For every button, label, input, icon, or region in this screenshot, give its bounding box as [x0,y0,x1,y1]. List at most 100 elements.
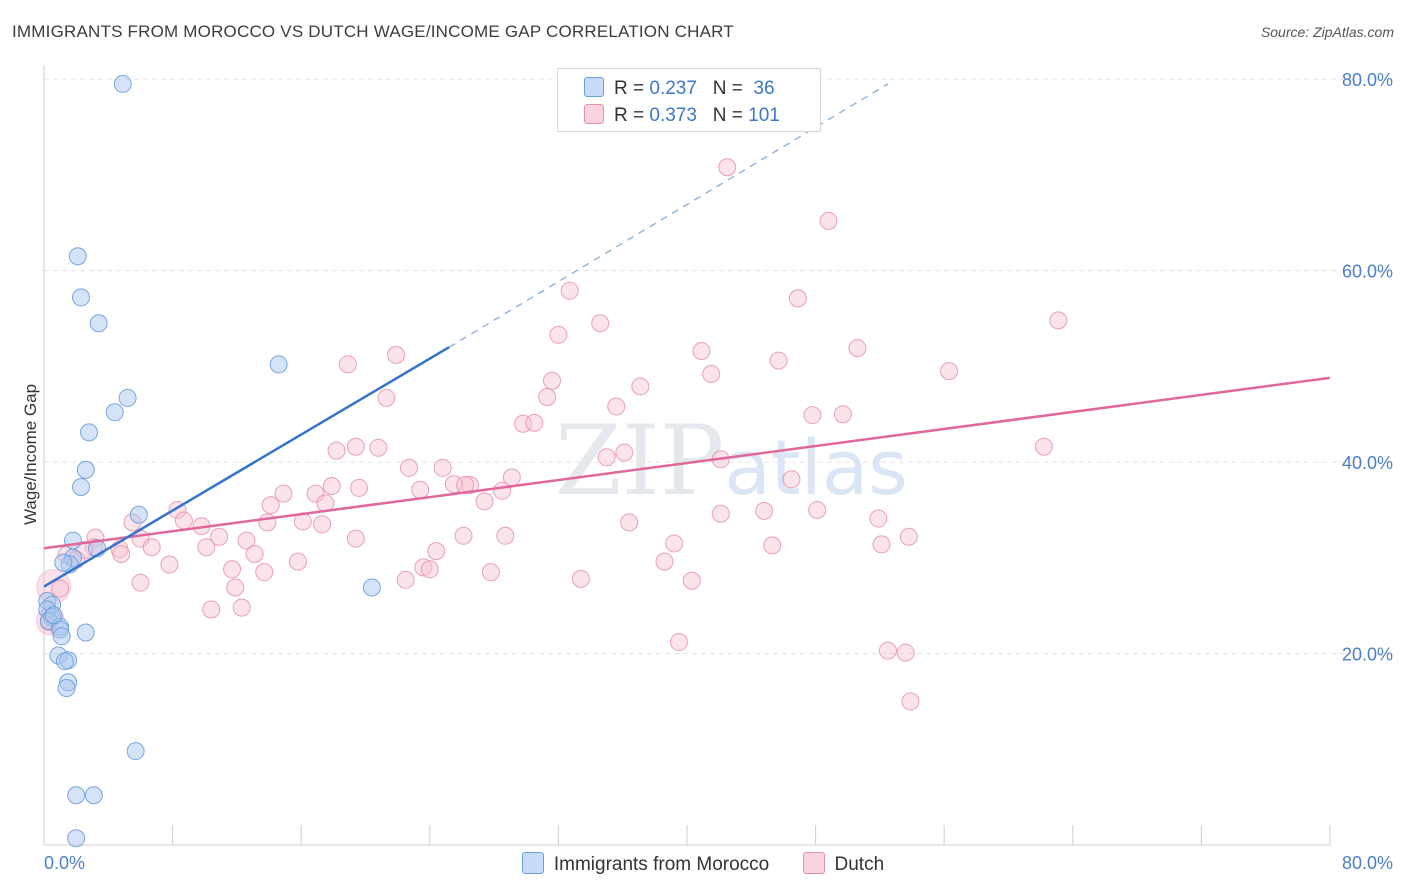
dutch-point[interactable] [769,351,788,370]
dutch-point[interactable] [433,458,452,477]
dutch-point[interactable] [245,544,264,563]
morocco-point[interactable] [71,288,90,307]
dutch-point[interactable] [525,413,544,432]
dutch-point[interactable] [197,538,216,557]
morocco-point[interactable] [67,829,86,848]
dutch-point[interactable] [414,558,433,577]
dutch-point[interactable] [597,448,616,467]
dutch-point[interactable] [274,484,293,503]
dutch-point[interactable] [420,560,439,579]
morocco-point[interactable] [113,74,132,93]
morocco-point[interactable] [80,423,99,442]
dutch-point[interactable] [223,560,242,579]
morocco-point[interactable] [84,786,103,805]
dutch-point[interactable] [763,536,782,555]
dutch-point[interactable] [542,371,561,390]
dutch-point[interactable] [475,492,494,511]
dutch-point[interactable] [833,405,852,424]
morocco-point[interactable] [105,403,124,422]
morocco-point[interactable] [52,627,71,646]
morocco-point[interactable] [269,355,288,374]
dutch-point[interactable] [1034,437,1053,456]
dutch-point[interactable] [411,480,430,499]
dutch-point[interactable] [615,443,634,462]
dutch-point[interactable] [607,397,626,416]
legend-item-morocco[interactable]: Immigrants from Morocco [521,852,769,876]
dutch-point[interactable] [901,692,920,711]
dutch-point[interactable] [346,437,365,456]
dutch-point[interactable] [174,511,193,530]
dutch-point[interactable] [369,438,388,457]
morocco-point[interactable] [89,314,108,333]
dutch-point[interactable] [819,211,838,230]
morocco-point[interactable] [55,652,74,671]
morocco-point[interactable] [126,742,145,761]
dutch-point[interactable] [702,365,721,383]
dutch-point[interactable] [350,478,369,497]
dutch-point[interactable] [142,538,161,557]
dutch-point[interactable] [131,573,150,592]
dutch-point[interactable] [755,501,774,520]
dutch-point[interactable] [255,563,274,582]
morocco-point[interactable] [71,477,90,496]
dutch-point[interactable] [872,535,891,554]
dutch-point[interactable] [322,477,341,496]
dutch-point[interactable] [258,513,277,532]
dutch-point[interactable] [549,325,568,344]
morocco-point[interactable] [67,786,86,805]
dutch-point[interactable] [112,544,131,563]
dutch-point[interactable] [899,527,918,546]
morocco-point[interactable] [44,606,63,625]
dutch-point[interactable] [718,158,737,177]
legend-item-dutch[interactable]: Dutch [802,852,884,876]
dutch-point[interactable] [237,531,256,550]
dutch-point[interactable] [1049,311,1068,330]
dutch-point[interactable] [226,578,245,597]
dutch-point[interactable] [261,496,280,515]
dutch-point[interactable] [940,362,959,381]
dutch-point[interactable] [427,542,446,561]
morocco-point[interactable] [76,623,95,642]
dutch-point[interactable] [496,526,515,545]
dutch-point[interactable] [665,534,684,553]
dutch-point[interactable] [387,345,406,364]
morocco-point[interactable] [76,460,95,479]
morocco-point[interactable] [63,531,82,550]
dutch-point[interactable] [620,513,639,532]
dutch-point[interactable] [808,500,827,519]
dutch-point[interactable] [313,515,332,534]
dutch-point[interactable] [481,563,500,582]
morocco-point[interactable] [362,578,381,597]
dutch-point[interactable] [878,641,897,660]
dutch-point[interactable] [460,476,479,495]
dutch-point[interactable] [338,355,357,374]
dutch-point[interactable] [327,441,346,460]
dutch-point[interactable] [869,509,888,528]
dutch-point[interactable] [399,458,418,477]
dutch-point[interactable] [631,377,650,396]
dutch-point[interactable] [711,504,730,523]
morocco-point[interactable] [68,247,87,266]
dutch-point[interactable] [655,552,674,571]
dutch-point[interactable] [782,470,801,489]
morocco-point[interactable] [54,553,73,572]
dutch-point[interactable] [202,600,221,619]
morocco-point[interactable] [118,388,137,407]
dutch-point[interactable] [396,570,415,589]
dutch-point[interactable] [493,481,512,500]
dutch-point[interactable] [346,529,365,548]
dutch-point[interactable] [377,388,396,407]
dutch-point[interactable] [288,552,307,571]
dutch-point[interactable] [896,643,915,662]
morocco-point[interactable] [57,679,76,697]
dutch-point[interactable] [682,571,701,590]
dutch-point[interactable] [232,598,251,617]
dutch-point[interactable] [669,633,688,652]
dutch-point[interactable] [538,387,557,406]
dutch-point[interactable] [160,555,179,574]
dutch-point[interactable] [591,314,610,333]
dutch-point[interactable] [51,579,70,598]
dutch-point[interactable] [788,289,807,308]
dutch-point[interactable] [560,281,579,300]
dutch-point[interactable] [210,527,229,546]
